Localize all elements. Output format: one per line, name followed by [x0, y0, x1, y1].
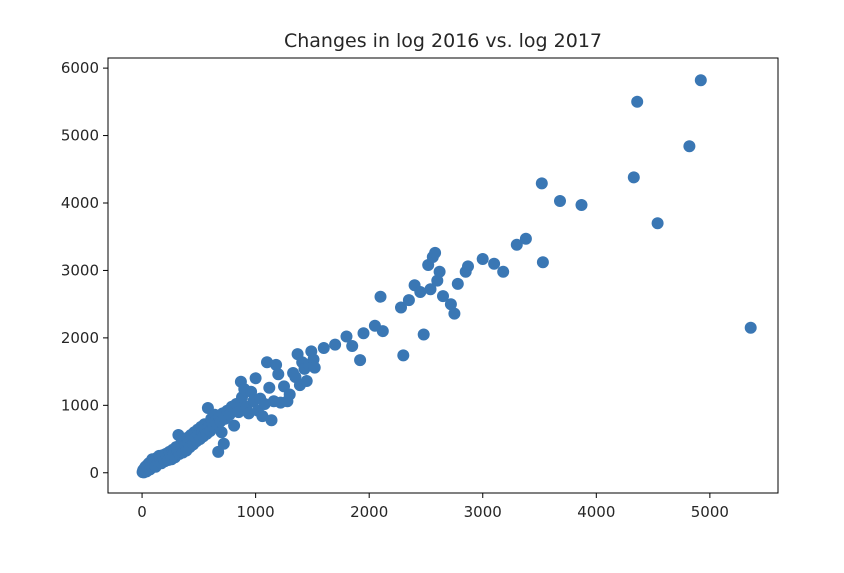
y-tick-label: 5000 [61, 127, 99, 145]
scatter-point [242, 407, 255, 420]
scatter-point [272, 368, 285, 381]
scatter-point [308, 361, 321, 374]
scatter-point [417, 328, 430, 341]
scatter-point [694, 74, 707, 87]
scatter-point [300, 375, 313, 387]
scatter-point [536, 256, 549, 269]
x-tick-label: 4000 [577, 503, 615, 521]
chart-title: Changes in log 2016 vs. log 2017 [284, 30, 602, 52]
y-tick-label: 3000 [61, 261, 99, 279]
scatter-point [357, 327, 370, 340]
scatter-point [249, 372, 262, 385]
y-tick-label: 2000 [61, 329, 99, 347]
scatter-point [283, 388, 296, 401]
scatter-point [374, 290, 387, 303]
scatter-point [270, 358, 283, 371]
scatter-point [397, 349, 410, 362]
scatter-point [424, 283, 437, 296]
scatter-point [265, 414, 278, 427]
ticks-layer: 0 1000 2000 3000 4000 5000 0 1000 2000 3000 4000 50… [61, 59, 729, 521]
scatter-point [215, 426, 228, 439]
scatter-point [437, 290, 449, 303]
scatter-point [429, 246, 442, 259]
scatter-point [414, 286, 427, 298]
scatter-point [627, 171, 640, 184]
scatter-point [228, 419, 241, 432]
scatter-point [575, 199, 588, 211]
scatter-point [462, 260, 474, 273]
scatter-point [535, 177, 548, 190]
scatter-point [395, 301, 407, 314]
y-tick-label: 1000 [61, 396, 99, 414]
x-tick-label: 5000 [691, 503, 729, 521]
scatter-point [448, 307, 461, 320]
scatter-point [245, 385, 258, 398]
scatter-point [256, 410, 269, 423]
y-tick-label: 4000 [61, 194, 99, 212]
scatter-point [329, 338, 342, 351]
scatter-point [217, 437, 230, 450]
scatter-point [554, 195, 566, 207]
scatter-point [651, 217, 664, 230]
plot-frame [107, 57, 779, 494]
scatter-point [340, 330, 353, 343]
scatter-point [354, 354, 367, 367]
scatter-point [317, 342, 330, 354]
scatter-point [451, 277, 464, 290]
scatter-point [346, 340, 359, 352]
scatter-point [376, 325, 389, 338]
scatter-point [263, 381, 276, 394]
scatter-point [497, 265, 510, 278]
y-tick-label: 6000 [61, 59, 99, 77]
scatter-point [444, 298, 457, 311]
y-tick-label: 0 [89, 464, 99, 482]
points-layer [136, 74, 757, 479]
scatter-point [433, 265, 446, 278]
scatter-point [744, 321, 757, 334]
scatter-point [510, 238, 523, 251]
scatter-point [476, 253, 489, 265]
scatter-point [631, 95, 644, 108]
x-tick-label: 3000 [464, 503, 502, 521]
scatter-point [258, 398, 271, 410]
scatter-point [488, 257, 501, 270]
scatter-point [261, 356, 273, 369]
scatter-point [519, 232, 532, 245]
x-tick-label: 0 [137, 503, 147, 521]
scatter-point [402, 294, 415, 307]
x-tick-label: 2000 [350, 503, 388, 521]
x-tick-label: 1000 [237, 503, 275, 521]
scatter-point [683, 140, 696, 153]
